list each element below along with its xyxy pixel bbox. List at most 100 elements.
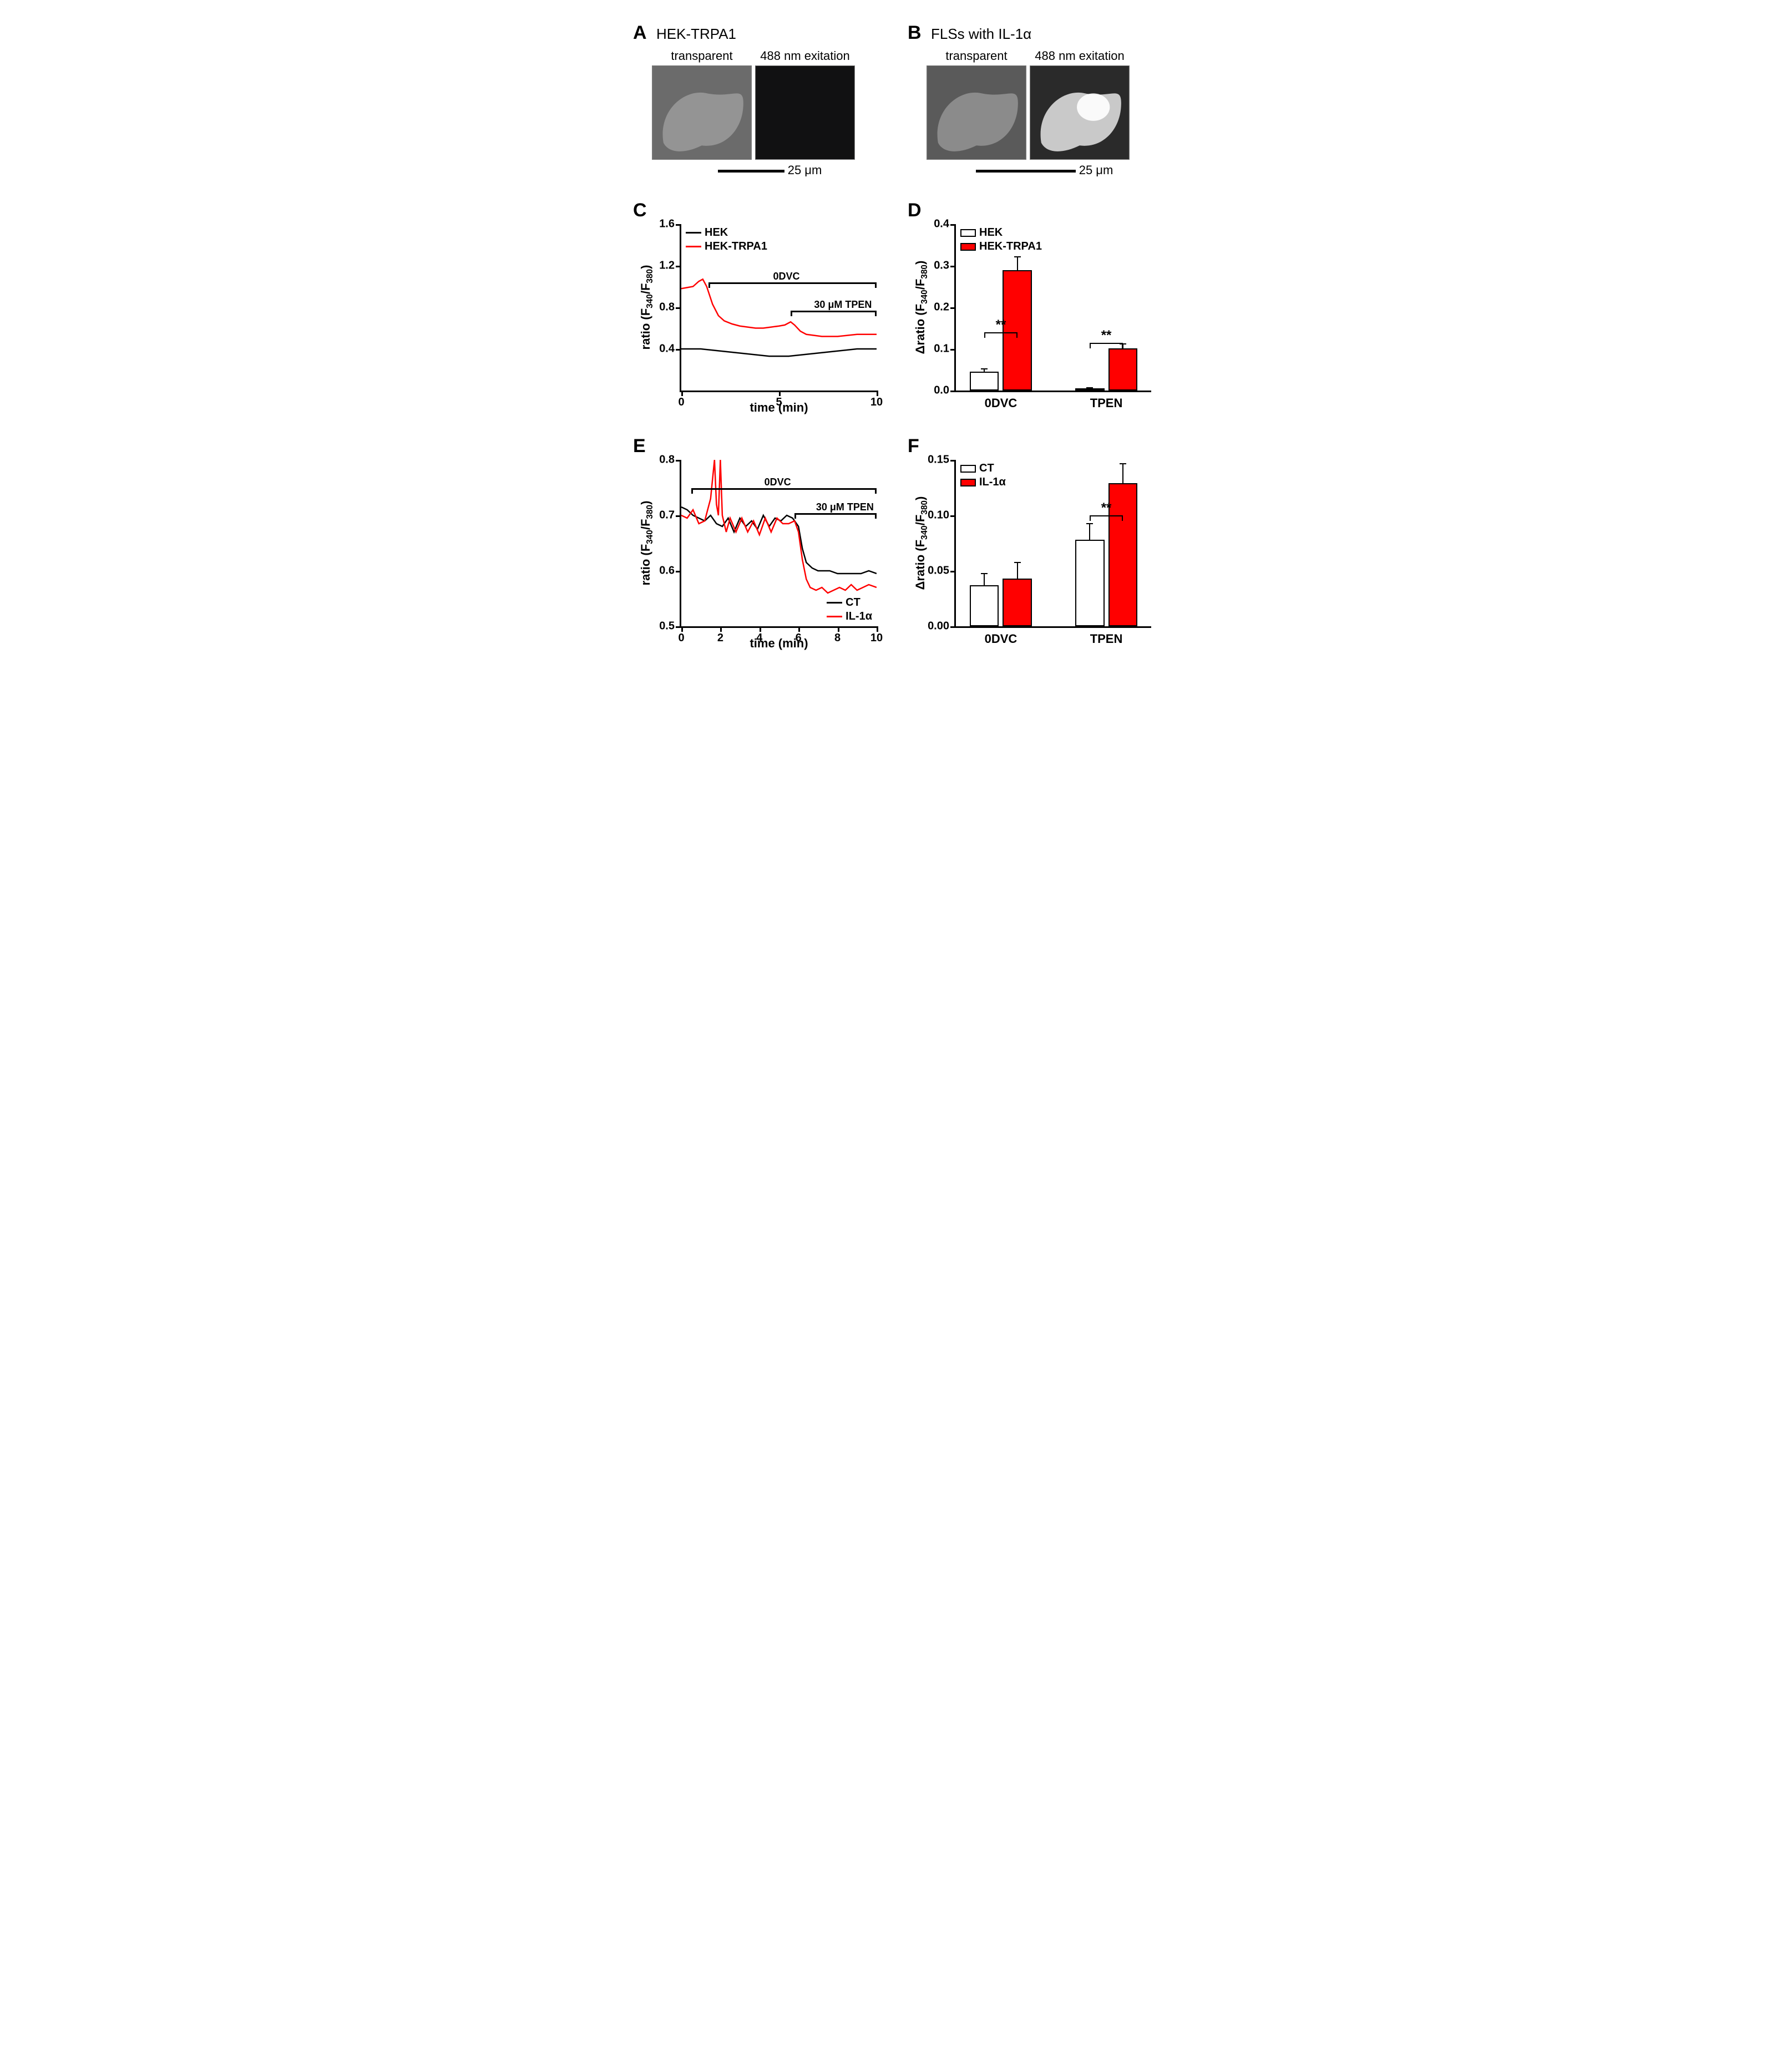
y-axis-label: ratio (F340/F380) [639,265,655,350]
treatment-bar [691,488,877,490]
micrograph-image [1030,65,1130,160]
y-tick [676,571,681,572]
y-tick [676,515,681,517]
legend-swatch [960,243,976,251]
panel-d: D Δratio (F340/F380)0.00.10.20.30.40DVC*… [904,200,1162,419]
legend-swatch [960,465,976,473]
y-tick-label: 1.6 [659,218,675,231]
panel-d-label: D [908,200,922,221]
y-tick [950,515,956,517]
micrograph-image [755,65,855,160]
panel-c: C ratio (F340/F380)time (min)0.40.81.21.… [630,200,888,419]
y-axis-label: ratio (F340/F380) [639,501,655,586]
legend-item: IL-1α [960,476,1006,489]
y-tick-label: 0.8 [659,454,675,467]
category-label: TPEN [1090,396,1123,410]
y-tick [676,349,681,351]
x-tick [760,626,761,632]
significance-marker: ** [1101,500,1112,516]
x-tick-label: 0 [678,632,684,645]
legend-swatch [686,232,701,234]
panel-f-label: F [908,435,919,457]
treatment-bar [708,282,877,284]
panel-a: A HEK-TRPA1 transparent488 nm exitation … [630,22,888,183]
y-tick [950,571,956,572]
x-tick [798,626,800,632]
legend-item: HEK [960,226,1042,239]
y-tick-label: 0.10 [928,509,949,522]
y-tick-label: 0.6 [659,565,675,577]
legend-swatch [827,602,842,604]
legend-swatch [686,246,701,247]
scale-text: 25 μm [788,163,822,177]
micrograph-col: 488 nm exitation [1030,49,1130,160]
panel-a-label: A [633,22,647,44]
treatment-label: 0DVC [765,477,791,488]
y-tick [676,626,681,628]
bar [970,585,999,626]
y-tick [950,349,956,351]
y-tick [950,391,956,392]
error-bar [1089,388,1090,389]
panel-e: E ratio (F340/F380)time (min)0.50.60.70.… [630,435,888,655]
x-tick-label: 5 [776,396,782,409]
legend: HEKHEK-TRPA1 [686,226,767,254]
x-tick [877,391,878,396]
panel-b-scale: 25 μm [927,163,1162,178]
error-cap [1120,463,1126,464]
category-label: 0DVC [985,632,1018,646]
legend-label: HEK-TRPA1 [705,240,767,253]
legend: CTIL-1α [827,596,872,624]
bar [1003,270,1032,391]
y-tick-label: 0.4 [659,343,675,356]
legend-swatch [960,229,976,237]
panel-b-title: FLSs with IL-1α [931,26,1031,43]
micrograph-image [652,65,752,160]
error-bar [1122,464,1123,483]
y-tick-label: 0.15 [928,454,949,467]
panel-a-images: transparent488 nm exitation [652,49,888,160]
panel-a-title: HEK-TRPA1 [656,26,736,43]
y-tick-label: 0.00 [928,620,949,633]
scale-bar [976,170,1076,173]
micrograph-col: transparent [652,49,752,160]
row-cd: C ratio (F340/F380)time (min)0.40.81.21.… [630,200,1162,419]
bar [1075,540,1105,626]
y-tick-label: 0.8 [659,301,675,314]
row-ef: E ratio (F340/F380)time (min)0.50.60.70.… [630,435,1162,655]
panel-b-label: B [908,22,922,44]
y-tick [950,626,956,628]
panel-f: F Δratio (F340/F380)0.000.050.100.150DVC… [904,435,1162,655]
x-tick [681,626,683,632]
y-tick-label: 0.3 [934,260,949,272]
micrograph-caption: 488 nm exitation [1030,49,1130,63]
bar [1108,348,1138,391]
y-tick [950,224,956,226]
error-cap [1014,562,1021,563]
scale-bar [718,170,784,173]
legend-item: HEK-TRPA1 [686,240,767,253]
treatment-label: 30 μM TPEN [814,299,872,311]
y-tick [676,266,681,267]
error-bar [984,574,985,585]
error-bar [1017,563,1018,579]
micrograph-col: 488 nm exitation [755,49,855,160]
y-tick [676,460,681,462]
x-tick [681,391,683,396]
legend-label: HEK [979,226,1003,239]
legend-item: IL-1α [827,610,872,623]
legend-label: IL-1α [846,610,872,623]
treatment-label: 0DVC [773,271,799,282]
figure: A HEK-TRPA1 transparent488 nm exitation … [630,22,1162,655]
bar [1108,483,1138,626]
y-tick [950,307,956,309]
category-label: 0DVC [985,396,1018,410]
legend-label: CT [979,462,994,475]
error-bar [1017,257,1018,270]
panel-c-label: C [633,200,647,221]
panel-e-label: E [633,435,646,457]
error-cap [981,573,988,574]
significance-marker: ** [1101,328,1112,343]
x-tick-label: 2 [717,632,723,645]
x-tick [779,391,781,396]
